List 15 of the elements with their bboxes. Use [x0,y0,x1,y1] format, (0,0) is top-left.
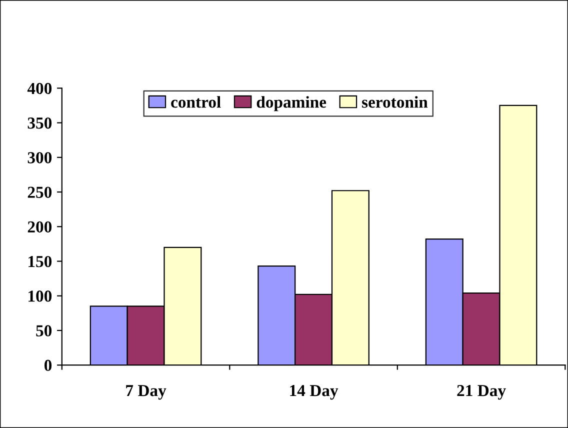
y-tick-label: 0 [44,360,52,372]
y-tick-label: 200 [28,221,52,233]
legend-label: serotonin [362,96,428,108]
x-tick-label: 14 Day [290,385,338,400]
legend-label: control [171,96,221,108]
y-tick-label: 100 [28,290,52,302]
y-tick-label: 50 [36,325,52,336]
y-tick-label: 300 [28,152,52,164]
y-tick-label: 250 [28,186,52,198]
y-tick-label: 400 [27,82,52,94]
x-tick-label: 7 Day [126,385,166,400]
y-tick-label: 150 [28,256,52,268]
y-tick-label: 350 [28,117,52,129]
legend-label: dopamine [256,96,326,112]
x-tick-label: 21 Day [457,385,506,400]
